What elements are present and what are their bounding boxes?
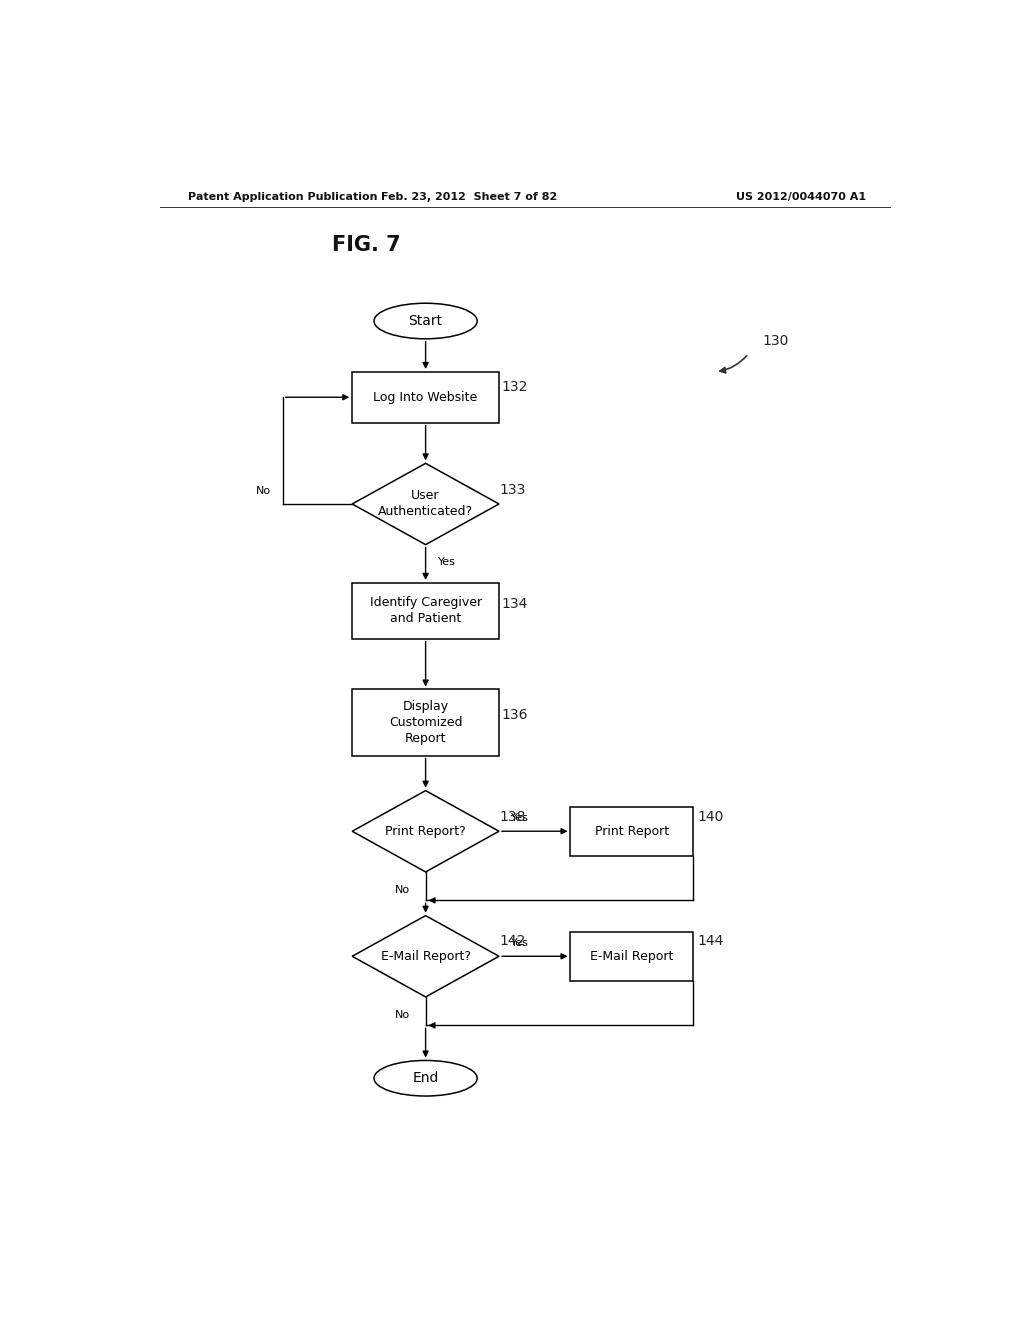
- Text: 133: 133: [500, 483, 525, 496]
- Text: Start: Start: [409, 314, 442, 329]
- Text: FIG. 7: FIG. 7: [332, 235, 400, 255]
- Text: Print Report?: Print Report?: [385, 825, 466, 838]
- Polygon shape: [352, 463, 499, 545]
- Text: US 2012/0044070 A1: US 2012/0044070 A1: [736, 191, 866, 202]
- Text: End: End: [413, 1072, 439, 1085]
- Text: Patent Application Publication: Patent Application Publication: [187, 191, 377, 202]
- Text: Feb. 23, 2012  Sheet 7 of 82: Feb. 23, 2012 Sheet 7 of 82: [381, 191, 557, 202]
- Ellipse shape: [374, 304, 477, 339]
- FancyBboxPatch shape: [352, 689, 499, 755]
- Text: Log Into Website: Log Into Website: [374, 391, 478, 404]
- Text: 130: 130: [763, 334, 790, 348]
- Text: 138: 138: [500, 810, 526, 824]
- Ellipse shape: [374, 1060, 477, 1096]
- Text: Yes: Yes: [511, 813, 528, 824]
- Text: No: No: [394, 1010, 410, 1020]
- Text: E-Mail Report?: E-Mail Report?: [381, 950, 471, 962]
- FancyBboxPatch shape: [352, 582, 499, 639]
- Text: E-Mail Report: E-Mail Report: [590, 950, 674, 962]
- Text: Yes: Yes: [437, 557, 456, 566]
- Text: No: No: [256, 486, 270, 496]
- Text: User
Authenticated?: User Authenticated?: [378, 490, 473, 519]
- Polygon shape: [352, 791, 499, 873]
- FancyBboxPatch shape: [570, 932, 693, 981]
- Text: Yes: Yes: [511, 939, 528, 948]
- Text: 142: 142: [500, 935, 525, 948]
- Text: 134: 134: [501, 597, 527, 611]
- Text: Identify Caregiver
and Patient: Identify Caregiver and Patient: [370, 597, 481, 626]
- Polygon shape: [352, 916, 499, 997]
- Text: Display
Customized
Report: Display Customized Report: [389, 700, 463, 744]
- Text: No: No: [394, 886, 410, 895]
- Text: 132: 132: [501, 380, 527, 395]
- FancyBboxPatch shape: [570, 807, 693, 855]
- Text: 144: 144: [697, 935, 724, 948]
- Text: Print Report: Print Report: [595, 825, 669, 838]
- Text: 136: 136: [501, 709, 527, 722]
- Text: 140: 140: [697, 810, 724, 824]
- FancyBboxPatch shape: [352, 372, 499, 422]
